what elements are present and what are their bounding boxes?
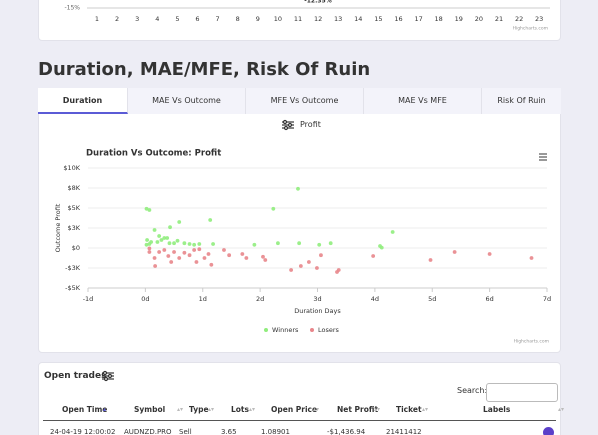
column-header: Lots <box>231 405 249 414</box>
table-cell: AUDNZD.PRO <box>124 428 172 435</box>
filter-icon[interactable] <box>101 370 115 382</box>
filter-icon[interactable] <box>281 119 295 131</box>
sort-icon: ▴▾ <box>558 406 565 413</box>
tab[interactable]: Duration <box>38 88 128 114</box>
tab[interactable]: MAE Vs MFE <box>364 88 482 114</box>
tabs: Duration MAE Vs Outcome MFE Vs Outcome M… <box>38 88 561 114</box>
sort-icon: ▴▾ <box>249 406 256 413</box>
column-header: Open Price <box>271 405 318 414</box>
table-cell: -$1,436.94 <box>327 428 366 435</box>
section-title: Duration, MAE/MFE, Risk Of Ruin <box>38 59 371 80</box>
table-cell: 1.08901 <box>261 428 290 435</box>
sort-icon: ▴▾ <box>374 406 381 413</box>
column-header: Ticket <box>396 405 422 414</box>
table-title: Open trades <box>44 371 107 381</box>
sort-icon: ▴▾ <box>313 406 320 413</box>
column-header: Net Profit <box>337 405 379 414</box>
column-header: Open Time <box>62 405 108 414</box>
sort-icon: ▴▾ <box>208 406 215 413</box>
sort-icon: ▴▾ <box>177 406 184 413</box>
table-card <box>38 362 561 435</box>
search-input[interactable] <box>486 383 558 402</box>
table-cell: Sell <box>179 428 192 435</box>
chart-card <box>38 88 561 353</box>
tab[interactable]: Risk Of Ruin <box>482 88 561 114</box>
sort-icon: ▴ <box>103 406 107 413</box>
table-cell: 24-04-19 12:00:02 <box>50 428 116 435</box>
top-card <box>38 0 561 41</box>
header-rule <box>43 420 556 421</box>
search-label: Search: <box>457 386 488 395</box>
selector-label[interactable]: Profit <box>300 120 321 129</box>
sort-icon: ▴▾ <box>422 406 429 413</box>
tab[interactable]: MFE Vs Outcome <box>246 88 364 114</box>
table-cell: 21411412 <box>386 428 422 435</box>
table-cell: 3.65 <box>221 428 237 435</box>
column-header: Type <box>189 405 209 414</box>
tab[interactable]: MAE Vs Outcome <box>128 88 246 114</box>
column-header: Labels <box>483 405 511 414</box>
column-header: Symbol <box>134 405 166 414</box>
add-button[interactable] <box>543 427 554 435</box>
